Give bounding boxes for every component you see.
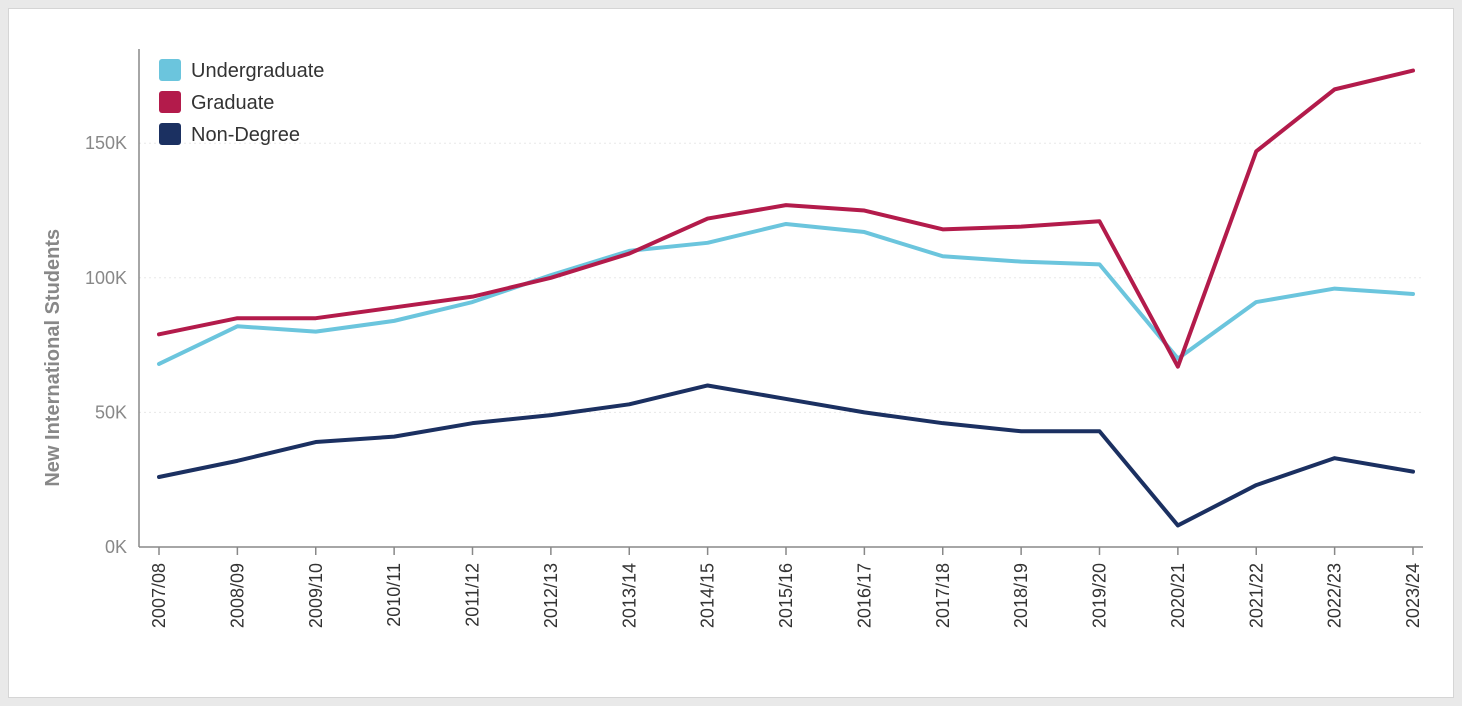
x-tick-label: 2011/12: [463, 563, 483, 627]
y-tick-label: 100K: [85, 268, 127, 288]
x-tick-label: 2009/10: [306, 563, 326, 628]
x-tick-label: 2015/16: [776, 563, 796, 628]
y-tick-label: 0K: [105, 537, 127, 557]
y-axis-title: New International Students: [42, 229, 64, 487]
line-chart: 0K 50K 100K 150K 2007/08 2008/09 2009/10 2010/1…: [9, 9, 1453, 697]
x-tick-label: 2022/23: [1325, 563, 1345, 628]
legend-swatch: [159, 123, 181, 145]
series-line: [159, 385, 1413, 525]
x-tick-label: 2012/13: [541, 563, 561, 628]
x-tick-label: 2018/19: [1011, 563, 1031, 628]
legend-label: Graduate: [191, 92, 274, 114]
x-tick-label: 2016/17: [854, 563, 874, 628]
x-tick-label: 2007/08: [149, 563, 169, 628]
x-tick-label: 2019/20: [1090, 563, 1110, 628]
chart-container: 0K 50K 100K 150K 2007/08 2008/09 2009/10 2010/1…: [8, 8, 1454, 698]
x-tick-label: 2010/11: [384, 563, 404, 627]
legend-swatch: [159, 59, 181, 81]
x-tick-label: 2013/14: [619, 563, 639, 628]
x-tick-label: 2021/22: [1246, 563, 1266, 628]
x-tick-label: 2020/21: [1168, 563, 1188, 628]
legend-swatch: [159, 91, 181, 113]
series-line: [159, 224, 1413, 364]
x-tick-label: 2017/18: [933, 563, 953, 628]
y-tick-label: 150K: [85, 133, 127, 153]
y-tick-label: 50K: [95, 402, 127, 422]
legend-label: Undergraduate: [191, 60, 324, 82]
x-tick-label: 2023/24: [1403, 563, 1423, 628]
x-tick-label: 2014/15: [698, 563, 718, 628]
legend-label: Non-Degree: [191, 124, 300, 146]
x-tick-label: 2008/09: [227, 563, 247, 628]
